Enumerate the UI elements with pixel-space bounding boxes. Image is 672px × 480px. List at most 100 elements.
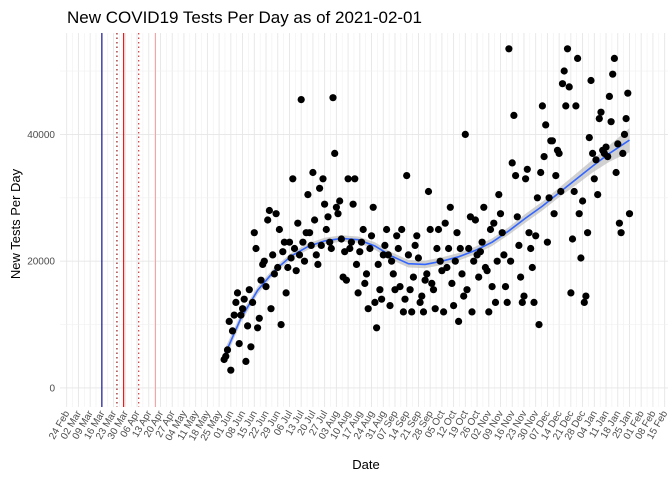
data-point xyxy=(590,175,598,183)
data-point xyxy=(386,302,394,310)
data-point xyxy=(605,92,614,100)
data-point xyxy=(379,251,387,259)
data-point xyxy=(250,229,258,237)
data-point xyxy=(511,172,520,180)
data-point xyxy=(622,115,630,123)
data-point xyxy=(297,96,305,104)
data-point xyxy=(443,263,451,272)
data-point xyxy=(505,45,513,53)
data-point xyxy=(414,254,422,262)
data-point xyxy=(555,149,563,157)
data-point xyxy=(357,238,366,246)
data-point xyxy=(413,232,421,240)
data-point xyxy=(468,308,476,316)
data-point xyxy=(570,187,578,196)
data-point xyxy=(254,324,262,332)
data-point xyxy=(307,241,315,249)
data-point xyxy=(470,257,478,265)
data-point xyxy=(366,244,374,253)
data-point xyxy=(508,159,516,167)
data-point xyxy=(316,184,324,192)
data-point xyxy=(471,216,479,224)
data-point xyxy=(450,302,458,310)
data-point xyxy=(290,244,299,253)
data-point xyxy=(572,102,580,110)
data-point xyxy=(269,251,277,259)
data-point xyxy=(321,200,329,208)
data-point xyxy=(485,308,493,316)
data-point xyxy=(416,298,424,306)
data-point xyxy=(486,225,495,234)
data-point xyxy=(327,244,335,253)
data-point xyxy=(245,286,253,294)
data-point xyxy=(406,286,414,294)
y-tick-label: 40000 xyxy=(27,130,55,141)
data-point xyxy=(540,153,548,161)
data-point xyxy=(299,238,307,246)
data-point xyxy=(423,270,431,278)
data-point xyxy=(624,89,632,97)
data-point xyxy=(461,130,469,138)
data-point xyxy=(331,149,339,157)
data-point xyxy=(364,305,372,313)
data-point xyxy=(354,289,362,297)
data-point xyxy=(289,175,297,183)
data-point xyxy=(537,168,545,177)
x-axis-title: Date xyxy=(352,457,379,472)
data-point xyxy=(351,175,359,183)
data-point xyxy=(568,235,577,243)
data-point xyxy=(503,298,511,306)
y-axis-ticks: 0 20000 40000 xyxy=(27,130,55,395)
data-point xyxy=(488,283,496,291)
data-point xyxy=(523,165,531,173)
data-point xyxy=(322,225,330,234)
data-point xyxy=(277,321,285,329)
data-point xyxy=(530,298,538,306)
data-point xyxy=(545,194,553,202)
data-point xyxy=(295,251,304,259)
data-point xyxy=(324,213,332,221)
data-point xyxy=(396,283,404,291)
data-point xyxy=(262,283,270,291)
data-point xyxy=(255,314,263,322)
data-point xyxy=(373,324,381,332)
data-point xyxy=(550,210,558,218)
data-point xyxy=(455,317,463,325)
data-point xyxy=(434,225,443,234)
data-point xyxy=(257,276,265,284)
data-point xyxy=(610,54,619,63)
data-point xyxy=(458,270,466,278)
y-tick-label: 20000 xyxy=(27,257,55,268)
data-point xyxy=(294,219,302,227)
data-point xyxy=(567,289,575,297)
data-point xyxy=(311,216,319,224)
data-point xyxy=(451,257,459,265)
data-point xyxy=(376,286,384,294)
data-point xyxy=(399,308,407,316)
data-point xyxy=(532,232,540,240)
data-point xyxy=(595,115,603,123)
data-point xyxy=(445,244,453,253)
data-point xyxy=(267,305,275,313)
data-point xyxy=(609,70,617,78)
data-point xyxy=(260,257,268,265)
data-point xyxy=(306,229,314,237)
data-point xyxy=(585,134,593,142)
data-point xyxy=(604,153,612,161)
data-point xyxy=(239,305,247,313)
data-point xyxy=(433,244,441,253)
data-point xyxy=(574,54,582,63)
data-point xyxy=(235,340,243,348)
data-point xyxy=(381,241,389,249)
trend-line xyxy=(223,139,630,357)
data-point xyxy=(242,357,250,365)
data-point xyxy=(383,225,391,234)
data-point xyxy=(429,286,438,294)
data-point xyxy=(560,67,568,75)
data-point xyxy=(625,210,634,218)
data-point xyxy=(419,308,428,316)
data-point xyxy=(272,210,280,218)
data-point xyxy=(476,248,484,256)
data-point xyxy=(285,238,294,246)
